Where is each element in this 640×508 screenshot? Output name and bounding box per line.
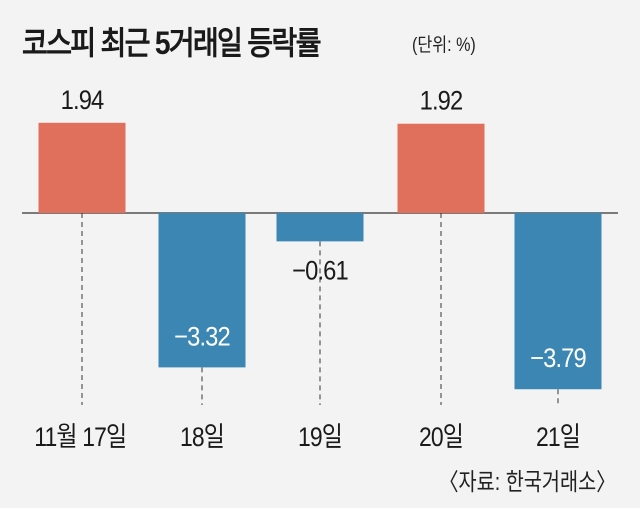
- data-label: −3.32: [174, 322, 230, 352]
- bar: [38, 122, 126, 213]
- data-label: 1.94: [61, 85, 104, 115]
- data-label: −0.61: [292, 256, 348, 286]
- bar: [397, 123, 485, 213]
- data-label: −3.79: [530, 344, 586, 374]
- x-tick-label: 20일: [419, 422, 463, 452]
- x-tick-label: 18일: [180, 422, 224, 452]
- chart-title: 코스피 최근 5거래일 등락률: [22, 25, 321, 61]
- source-note: 〈자료: 한국거래소〉: [438, 469, 616, 496]
- unit-note: (단위: %): [412, 35, 476, 56]
- x-tick-label: 21일: [536, 422, 580, 452]
- data-label: 1.92: [420, 86, 463, 116]
- x-tick-label: 19일: [298, 422, 342, 452]
- bar: [514, 213, 602, 390]
- x-tick-label: 11월 17일: [34, 422, 126, 452]
- bar: [158, 213, 246, 368]
- bar: [276, 213, 364, 242]
